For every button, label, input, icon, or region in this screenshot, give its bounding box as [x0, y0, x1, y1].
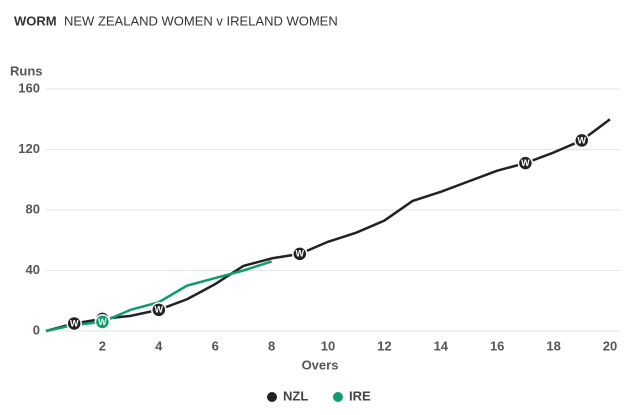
- legend-swatch: [267, 392, 277, 402]
- y-axis-label: Runs: [10, 63, 43, 78]
- y-tick-label: 0: [33, 322, 40, 337]
- series-line: [45, 118, 611, 333]
- y-tick-label: 160: [18, 80, 40, 95]
- legend-item[interactable]: IRE: [333, 388, 371, 403]
- wicket-marker: W: [66, 315, 82, 332]
- wicket-label: W: [578, 135, 587, 145]
- x-axis-label: Overs: [302, 357, 339, 372]
- y-tick-label: 40: [26, 262, 40, 277]
- legend-label: IRE: [349, 388, 371, 403]
- wicket-dot: [66, 315, 82, 332]
- x-tick-label: 4: [155, 338, 163, 353]
- wicket-label: W: [98, 317, 107, 327]
- wicket-dot: [151, 302, 167, 318]
- wicket-marker: W: [517, 155, 534, 171]
- wicket-marker: W: [94, 314, 111, 330]
- x-tick-label: 2: [99, 338, 106, 353]
- wicket-label: W: [70, 318, 79, 328]
- x-tick-label: 20: [603, 338, 617, 353]
- y-tick-label: 80: [26, 201, 40, 216]
- x-tick-label: 10: [321, 338, 335, 353]
- wicket-label: W: [521, 158, 530, 168]
- wicket-dot: [574, 132, 590, 149]
- x-tick-label: 12: [377, 338, 391, 353]
- x-tick-label: 16: [490, 338, 504, 353]
- wicket-label: W: [155, 305, 164, 315]
- legend-label: NZL: [283, 388, 308, 403]
- y-tick-label: 120: [18, 141, 40, 156]
- wicket-dot: [292, 246, 308, 262]
- x-tick-label: 18: [546, 338, 560, 353]
- chart-subtitle: NEW ZEALAND WOMEN v IRELAND WOMEN: [64, 13, 338, 28]
- x-tick-label: 8: [268, 338, 275, 353]
- wicket-dot: [94, 314, 111, 330]
- x-tick-label: 14: [434, 338, 449, 353]
- wicket-marker: W: [151, 302, 167, 318]
- legend-swatch: [333, 392, 343, 402]
- chart-title: WORM: [14, 13, 57, 28]
- wicket-label: W: [296, 249, 305, 259]
- wicket-marker: W: [292, 246, 308, 262]
- x-tick-label: 6: [212, 338, 219, 353]
- wicket-dot: [517, 155, 534, 171]
- wicket-marker: W: [574, 132, 590, 149]
- legend-item[interactable]: NZL: [267, 388, 308, 403]
